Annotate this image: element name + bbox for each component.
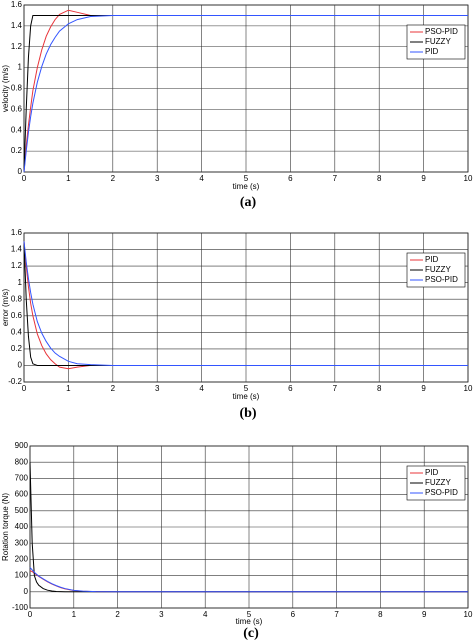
legend-label: PID xyxy=(425,468,439,477)
y-tick-label: -100 xyxy=(12,603,29,612)
x-tick-label: 5 xyxy=(247,610,252,619)
y-tick-label: 600 xyxy=(15,490,29,499)
legend-label: PSO-PID xyxy=(425,275,458,284)
x-tick-label: 0 xyxy=(22,384,27,393)
y-tick-label: 1.2 xyxy=(11,42,23,51)
x-tick-label: 7 xyxy=(334,610,339,619)
y-tick-label: 800 xyxy=(15,457,29,466)
series-line xyxy=(23,241,468,366)
x-tick-label: 3 xyxy=(159,610,164,619)
x-tick-label: 4 xyxy=(203,610,208,619)
x-tick-label: 7 xyxy=(333,384,338,393)
x-axis-label: time (s) xyxy=(236,617,263,626)
y-tick-label: 1.4 xyxy=(11,21,23,30)
x-tick-label: 1 xyxy=(72,610,77,619)
y-tick-label: 0.2 xyxy=(11,146,23,155)
y-tick-label: 0 xyxy=(18,167,23,176)
y-tick-label: 1.2 xyxy=(11,261,23,270)
caption: (c) xyxy=(243,626,259,641)
y-tick-label: 0.4 xyxy=(11,327,23,336)
x-tick-label: 4 xyxy=(199,384,204,393)
y-tick-label: 400 xyxy=(15,522,29,531)
y-tick-label: 0.8 xyxy=(11,84,23,93)
y-tick-label: 0 xyxy=(24,587,29,596)
caption: (a) xyxy=(240,195,257,210)
y-tick-label: 100 xyxy=(15,571,29,580)
series-line xyxy=(23,14,468,173)
y-tick-label: 0.6 xyxy=(11,311,23,320)
y-tick-label: 1 xyxy=(18,63,23,72)
y-axis-label: error (m/s) xyxy=(1,289,10,327)
x-tick-label: 1 xyxy=(66,174,71,183)
x-tick-label: 9 xyxy=(421,384,426,393)
y-tick-label: 700 xyxy=(15,474,29,483)
x-tick-label: 0 xyxy=(28,610,33,619)
x-tick-label: 10 xyxy=(464,384,473,393)
y-tick-label: 0 xyxy=(18,361,23,370)
y-tick-label: 1.6 xyxy=(11,0,23,9)
x-tick-label: 0 xyxy=(22,174,27,183)
x-tick-label: 6 xyxy=(288,384,293,393)
x-tick-label: 8 xyxy=(378,610,383,619)
x-tick-label: 3 xyxy=(155,384,160,393)
y-tick-label: 1.6 xyxy=(11,228,23,237)
y-tick-label: 500 xyxy=(15,506,29,515)
x-tick-label: 2 xyxy=(111,174,116,183)
x-tick-label: 10 xyxy=(464,610,473,619)
x-tick-label: 10 xyxy=(464,174,473,183)
x-tick-label: 8 xyxy=(377,174,382,183)
y-axis-label: Rotation torque (N) xyxy=(1,493,10,561)
x-tick-label: 5 xyxy=(244,174,249,183)
legend-label: PSO-PID xyxy=(425,27,458,36)
x-tick-label: 6 xyxy=(288,174,293,183)
x-tick-label: 8 xyxy=(377,384,382,393)
y-tick-label: 300 xyxy=(15,538,29,547)
x-tick-label: 2 xyxy=(115,610,120,619)
x-axis-label: time (s) xyxy=(233,182,260,191)
series-line xyxy=(29,567,468,593)
y-tick-label: -0.2 xyxy=(8,377,22,386)
x-tick-label: 9 xyxy=(421,174,426,183)
legend-label: FUZZY xyxy=(425,265,451,274)
y-tick-label: 0.8 xyxy=(11,294,23,303)
x-tick-label: 3 xyxy=(155,174,160,183)
y-tick-label: 1.4 xyxy=(11,245,23,254)
y-tick-label: 1 xyxy=(18,278,23,287)
x-tick-label: 2 xyxy=(111,384,116,393)
y-axis-label: velocity (m/s) xyxy=(1,65,10,112)
x-tick-label: 5 xyxy=(244,384,249,393)
legend-label: FUZZY xyxy=(425,478,451,487)
y-tick-label: 0.6 xyxy=(11,104,23,113)
y-tick-label: 200 xyxy=(15,555,29,564)
legend-label: PSO-PID xyxy=(425,488,458,497)
x-axis-label: time (s) xyxy=(233,392,260,401)
legend-label: PID xyxy=(425,47,439,56)
y-tick-label: 0.2 xyxy=(11,344,23,353)
y-tick-label: 900 xyxy=(15,441,29,450)
x-tick-label: 4 xyxy=(199,174,204,183)
x-tick-label: 7 xyxy=(333,174,338,183)
y-tick-label: 0.4 xyxy=(11,125,23,134)
legend-label: PID xyxy=(425,255,439,264)
legend-label: FUZZY xyxy=(425,37,451,46)
x-tick-label: 6 xyxy=(291,610,296,619)
x-tick-label: 1 xyxy=(66,384,71,393)
x-tick-label: 9 xyxy=(422,610,427,619)
caption: (b) xyxy=(239,406,256,421)
